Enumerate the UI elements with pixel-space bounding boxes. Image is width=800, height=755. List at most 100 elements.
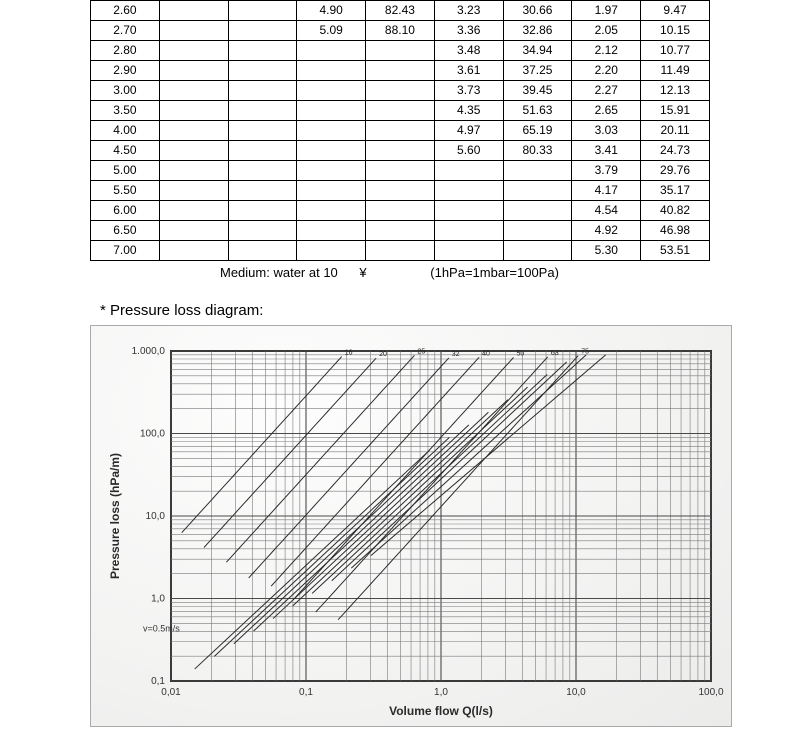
table-cell: 3.48 — [434, 41, 503, 61]
y-tick-label: 100,0 — [140, 429, 165, 440]
table-cell: 51.63 — [503, 101, 572, 121]
table-cell: 20.11 — [641, 121, 710, 141]
table-cell: 5.09 — [297, 21, 366, 41]
table-cell: 4.97 — [434, 121, 503, 141]
table-cell: 5.60 — [434, 141, 503, 161]
x-tick-label: 0,1 — [299, 687, 313, 698]
table-cell: 88.10 — [366, 21, 435, 41]
table-cell: 3.03 — [572, 121, 641, 141]
table-cell: 53.51 — [641, 241, 710, 261]
pipe-label: 20 — [379, 351, 387, 358]
table-cell — [503, 221, 572, 241]
table-cell — [228, 221, 297, 241]
table-cell — [159, 81, 228, 101]
table-cell: 7.00 — [91, 241, 160, 261]
table-cell — [434, 181, 503, 201]
x-tick-label: 0,01 — [161, 687, 181, 698]
velocity-note: v=0.5m/s — [143, 623, 180, 633]
table-cell: 2.12 — [572, 41, 641, 61]
table-cell — [228, 61, 297, 81]
table-cell: 2.27 — [572, 81, 641, 101]
table-cell: 2.65 — [572, 101, 641, 121]
table-cell: 39.45 — [503, 81, 572, 101]
table-cell: 3.36 — [434, 21, 503, 41]
medium-text: Medium: water at 10 — [220, 265, 338, 280]
diagram-title: * Pressure loss diagram: — [100, 302, 800, 319]
table-row: 3.00 3.7339.452.2712.13 — [91, 81, 710, 101]
table-cell — [297, 161, 366, 181]
velocity-line — [332, 362, 567, 581]
table-cell — [366, 241, 435, 261]
table-cell — [297, 41, 366, 61]
table-cell — [159, 21, 228, 41]
pipe-label: 75 — [581, 349, 589, 356]
table-cell: 1.97 — [572, 1, 641, 21]
table-row: 2.705.0988.103.3632.862.0510.15 — [91, 21, 710, 41]
table-cell — [228, 81, 297, 101]
table-cell: 12.13 — [641, 81, 710, 101]
table-row: 4.004.9765.193.0320.11 — [91, 121, 710, 141]
table-cell: 3.23 — [434, 1, 503, 21]
table-cell — [228, 141, 297, 161]
table-cell — [297, 81, 366, 101]
table-cell: 6.00 — [91, 201, 160, 221]
table-row: 4.505.6080.333.4124.73 — [91, 141, 710, 161]
table-cell — [228, 101, 297, 121]
pipe-curve — [204, 358, 376, 547]
velocity-line — [312, 374, 547, 593]
table-cell: 5.50 — [91, 181, 160, 201]
table-cell — [228, 181, 297, 201]
x-tick-label: 100,0 — [698, 687, 723, 698]
table-cell: 40.82 — [641, 201, 710, 221]
table-cell — [297, 121, 366, 141]
table-cell — [228, 201, 297, 221]
table-cell — [434, 241, 503, 261]
table-cell: 3.73 — [434, 81, 503, 101]
y-tick-label: 1.000,0 — [132, 346, 166, 357]
table-row: 5.504.1735.17 — [91, 181, 710, 201]
table-cell — [297, 181, 366, 201]
table-cell: 32.86 — [503, 21, 572, 41]
table-cell: 2.80 — [91, 41, 160, 61]
table-cell: 3.00 — [91, 81, 160, 101]
table-cell — [228, 41, 297, 61]
y-tick-label: 10,0 — [146, 511, 166, 522]
table-cell — [503, 201, 572, 221]
table-cell: 29.76 — [641, 161, 710, 181]
pipe-label: 63 — [551, 350, 559, 357]
table-cell — [228, 241, 297, 261]
table-cell: 2.05 — [572, 21, 641, 41]
table-cell — [434, 201, 503, 221]
table-row: 2.903.6137.252.2011.49 — [91, 61, 710, 81]
x-tick-label: 10,0 — [566, 687, 586, 698]
table-cell — [366, 121, 435, 141]
table-cell: 6.50 — [91, 221, 160, 241]
table-cell: 24.73 — [641, 141, 710, 161]
table-cell — [297, 241, 366, 261]
table-cell: 35.17 — [641, 181, 710, 201]
table-cell: 5.00 — [91, 161, 160, 181]
table-cell — [159, 241, 228, 261]
table-cell: 82.43 — [366, 1, 435, 21]
table-cell — [297, 201, 366, 221]
table-cell: 4.00 — [91, 121, 160, 141]
table-cell — [366, 61, 435, 81]
table-cell: 2.60 — [91, 1, 160, 21]
table-cell — [297, 141, 366, 161]
conversion-text: (1hPa=1mbar=100Pa) — [430, 265, 559, 280]
table-cell: 80.33 — [503, 141, 572, 161]
table-cell: 4.92 — [572, 221, 641, 241]
table-cell: 46.98 — [641, 221, 710, 241]
y-tick-label: 0,1 — [151, 676, 165, 687]
table-cell: 3.79 — [572, 161, 641, 181]
table-cell: 4.50 — [91, 141, 160, 161]
table-row: 6.50 4.9246.98 — [91, 221, 710, 241]
table-cell — [228, 161, 297, 181]
table-row: 5.00 3.7929.76 — [91, 161, 710, 181]
table-cell: 4.90 — [297, 1, 366, 21]
velocity-line — [195, 450, 430, 669]
table-cell — [366, 141, 435, 161]
pipe-label: 32 — [452, 351, 460, 358]
pipe-label: 50 — [516, 351, 524, 358]
table-cell — [228, 121, 297, 141]
